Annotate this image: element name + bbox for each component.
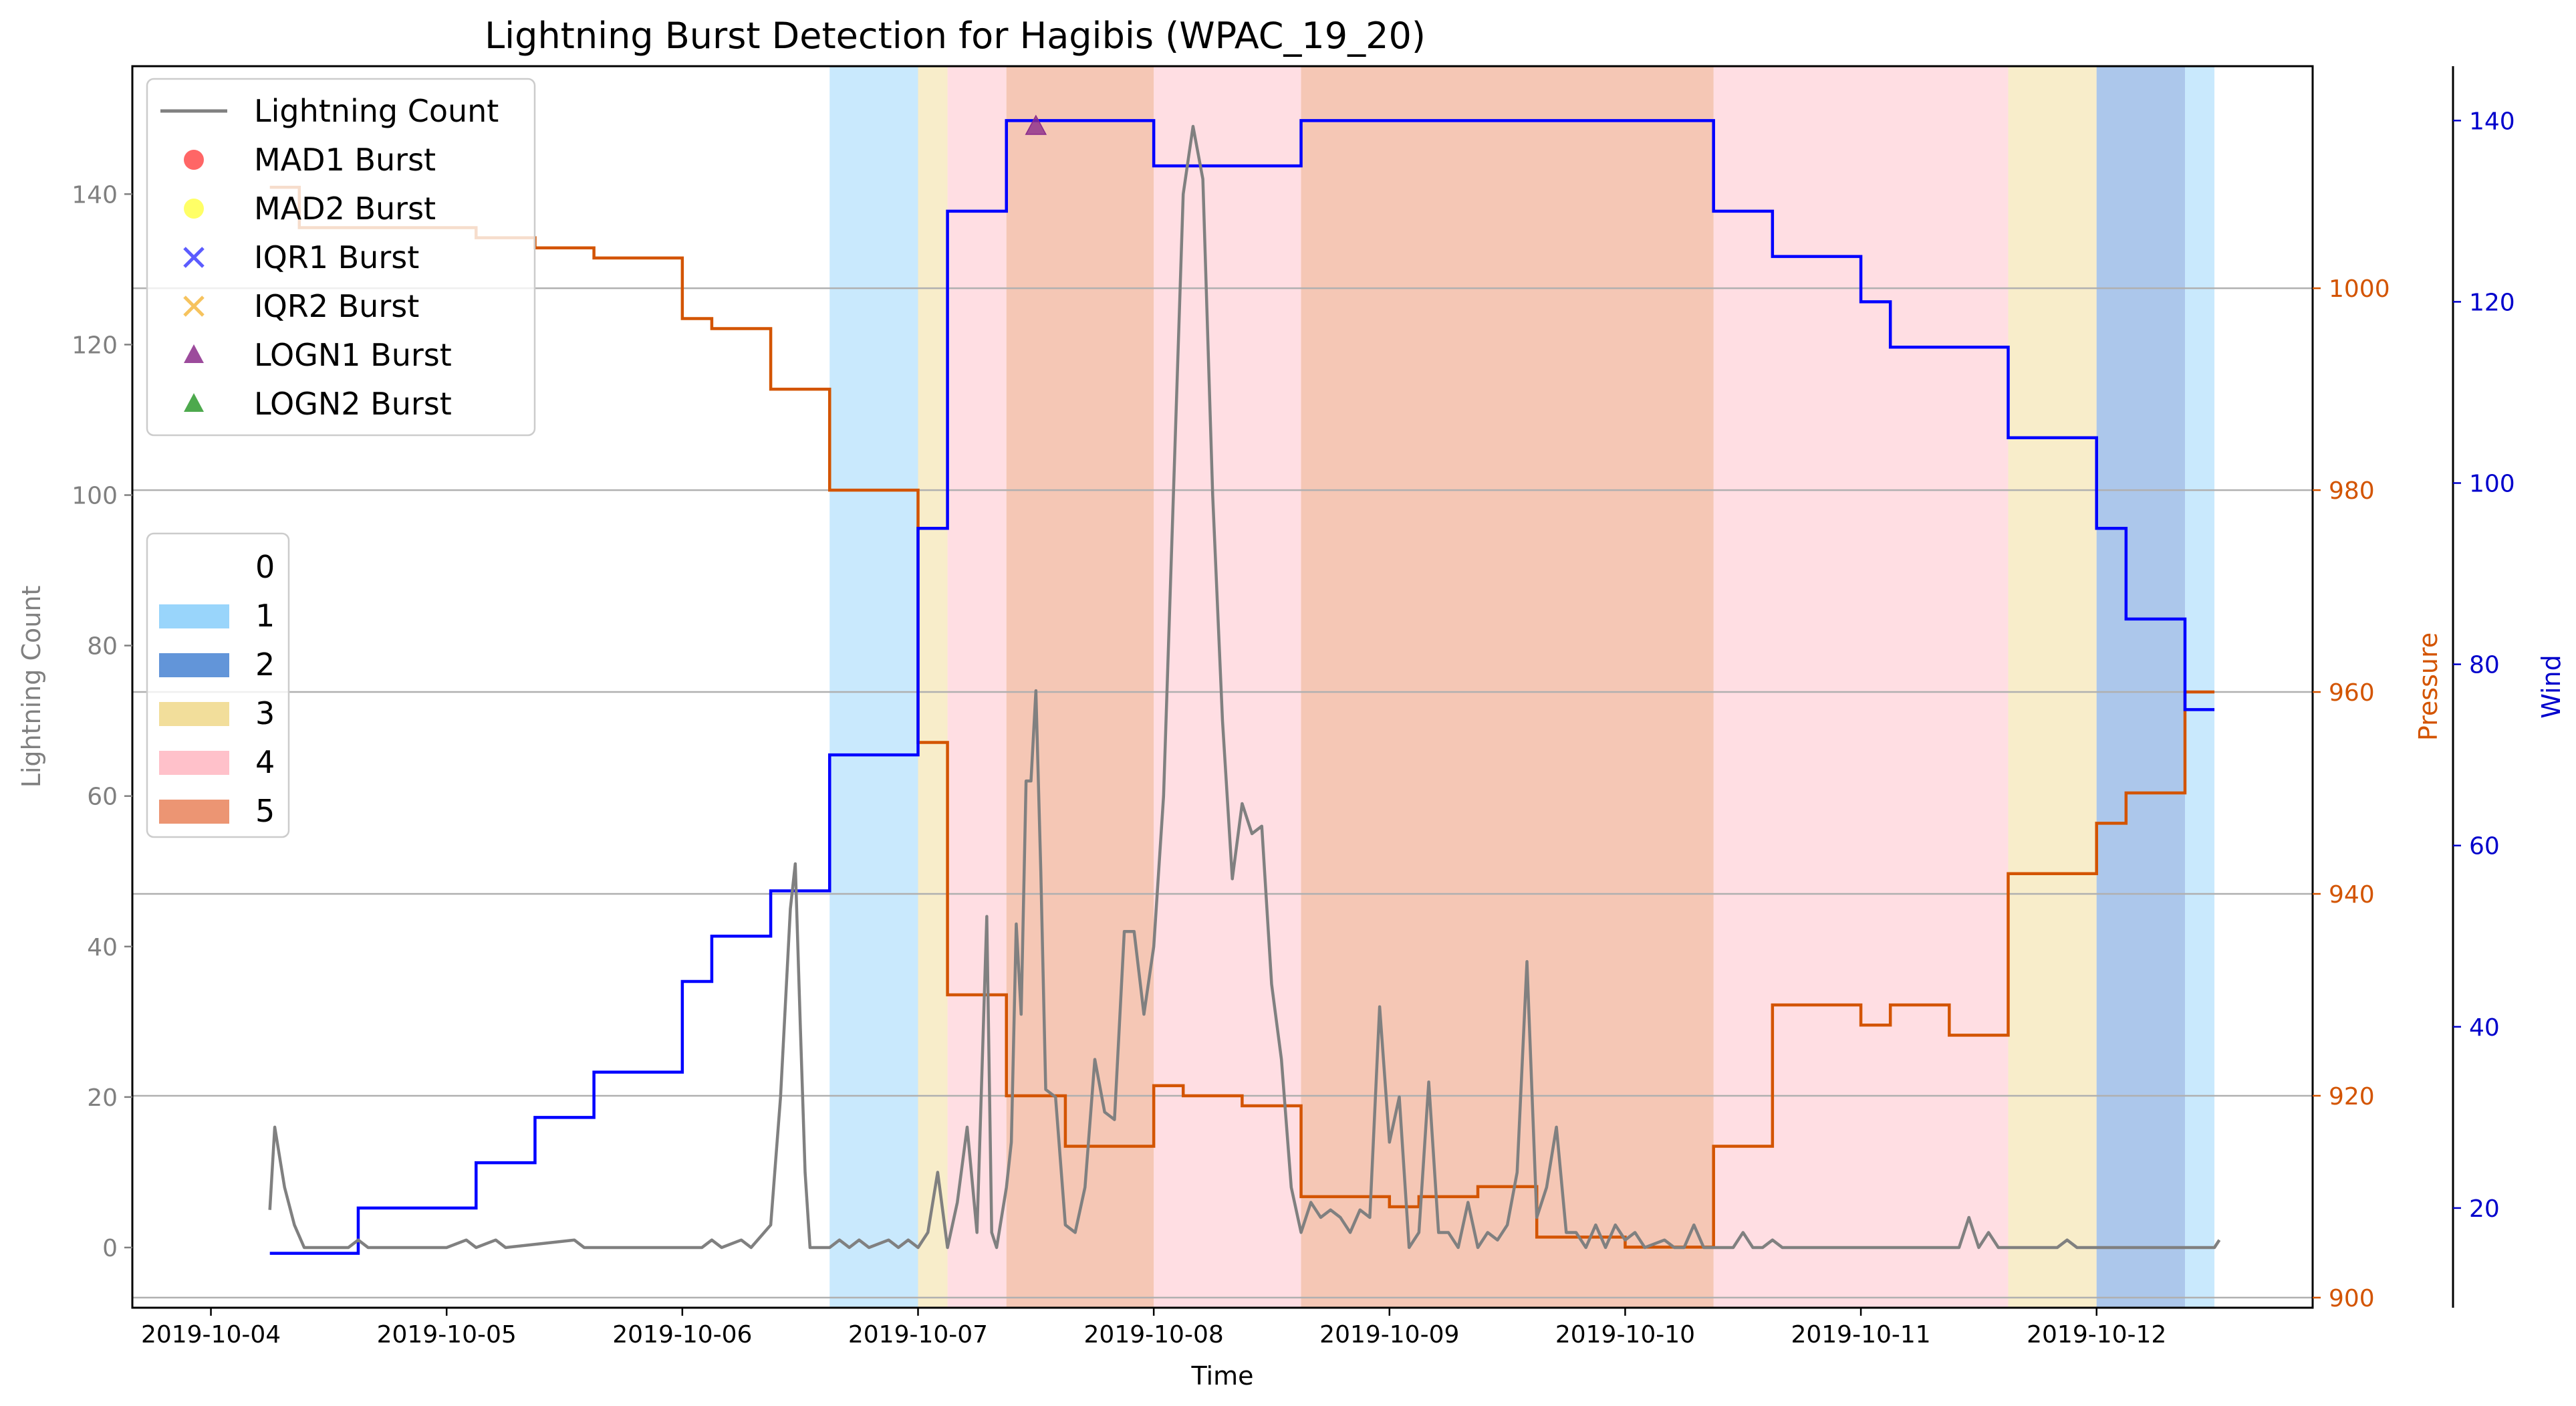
- left-tick-label-0: 0: [102, 1235, 118, 1262]
- x-tick-label-3: 2019-10-07: [848, 1321, 988, 1349]
- pressure-tick-label-2: 940: [2329, 881, 2375, 909]
- legend-marker-2: [184, 199, 204, 219]
- legend-swatch-5: [159, 800, 229, 824]
- legend-marker-4: [183, 296, 205, 317]
- legend-swatch-4: [159, 751, 229, 775]
- legend-swatch-1: [159, 604, 229, 628]
- category-band-7: [2008, 66, 2097, 1308]
- legend-label-2: MAD2 Burst: [254, 191, 436, 227]
- pressure-tick-label-1: 920: [2329, 1083, 2375, 1110]
- left-axis-label: Lightning Count: [17, 586, 46, 788]
- legend-category: 0 1 2 3 4 5: [146, 532, 290, 838]
- wind-tick-label-4: 100: [2469, 471, 2515, 498]
- legend-category-label-5: 5: [255, 793, 275, 829]
- left-tick-label-2: 40: [87, 934, 118, 961]
- legend-label-4: IQR2 Burst: [254, 288, 419, 324]
- wind-tick-label-2: 60: [2469, 833, 2500, 860]
- x-tick-label-8: 2019-10-12: [2027, 1321, 2166, 1349]
- category-band-0: [829, 66, 918, 1308]
- left-tick-label-3: 60: [87, 784, 118, 811]
- legend-label-1: MAD1 Burst: [254, 142, 436, 178]
- series: [268, 114, 2221, 1255]
- category-band-2: [947, 66, 1007, 1308]
- category-band-8: [2096, 66, 2185, 1308]
- left-tick-label-7: 140: [72, 181, 118, 209]
- category-bands: [829, 66, 2215, 1308]
- legend-label-3: IQR1 Burst: [254, 239, 419, 275]
- chart-title: Lightning Burst Detection for Hagibis (W…: [485, 15, 1426, 57]
- pressure-tick-label-0: 900: [2329, 1285, 2375, 1312]
- category-band-3: [1006, 66, 1154, 1308]
- legend-category-label-1: 1: [255, 598, 275, 634]
- category-band-5: [1301, 66, 1714, 1308]
- legend-swatch-2: [159, 653, 229, 677]
- category-band-1: [918, 66, 948, 1308]
- wind-tick-label-6: 140: [2469, 108, 2515, 135]
- lightning-line: [268, 124, 2221, 1250]
- category-band-6: [1713, 66, 2009, 1308]
- x-axis-label: Time: [1191, 1361, 1254, 1391]
- x-tick-label-4: 2019-10-08: [1084, 1321, 1224, 1349]
- category-band-4: [1154, 66, 1301, 1308]
- left-tick-label-6: 120: [72, 332, 118, 359]
- pressure-tick-label-3: 960: [2329, 679, 2375, 707]
- left-tick-label-5: 100: [72, 483, 118, 510]
- wind-axis-label: Wind: [2537, 655, 2566, 719]
- burst-marker-0: [1025, 114, 1047, 135]
- legend-category-label-3: 3: [255, 695, 275, 731]
- pressure-axis-label: Pressure: [2414, 632, 2443, 741]
- legend-marker-6: [184, 393, 204, 412]
- legend-marker-3: [183, 247, 205, 268]
- wind-tick-label-3: 80: [2469, 652, 2500, 679]
- legend-swatch-3: [159, 702, 229, 726]
- x-tick-label-7: 2019-10-11: [1791, 1321, 1930, 1349]
- x-tick-label-6: 2019-10-10: [1555, 1321, 1695, 1349]
- legend-marker-1: [184, 150, 204, 170]
- x-tick-label-0: 2019-10-04: [141, 1321, 281, 1349]
- left-tick-label-1: 20: [87, 1084, 118, 1112]
- x-tick-label-5: 2019-10-09: [1319, 1321, 1459, 1349]
- wind-tick-label-0: 20: [2469, 1195, 2500, 1223]
- x-tick-label-1: 2019-10-05: [377, 1321, 517, 1349]
- x-tick-label-2: 2019-10-06: [612, 1321, 752, 1349]
- wind-tick-label-5: 120: [2469, 289, 2515, 316]
- legend-label-6: LOGN2 Burst: [254, 386, 452, 422]
- legend-series: Lightning Count MAD1 Burst MAD2 Burst IQR1 …: [146, 78, 536, 437]
- pressure-tick-label-5: 1000: [2329, 275, 2390, 303]
- legend-category-label-0: 0: [255, 549, 275, 585]
- pressure-line: [269, 185, 2215, 1249]
- category-band-9: [2184, 66, 2215, 1308]
- left-tick-label-4: 80: [87, 633, 118, 661]
- legend-category-label-4: 4: [255, 744, 275, 780]
- legend-marker-5: [184, 344, 204, 363]
- pressure-tick-label-4: 980: [2329, 477, 2375, 505]
- legend-series-frame: [146, 78, 536, 437]
- legend-label-0: Lightning Count: [254, 93, 499, 129]
- wind-tick-label-1: 40: [2469, 1014, 2500, 1042]
- axes: 2019-10-04 2019-10-05 2019-10-06 2019-10-07…: [72, 66, 2515, 1349]
- wind-line: [269, 119, 2215, 1255]
- plot-frame: [131, 65, 2314, 1309]
- legend-label-5: LOGN1 Burst: [254, 337, 452, 373]
- legend-category-label-2: 2: [255, 647, 275, 683]
